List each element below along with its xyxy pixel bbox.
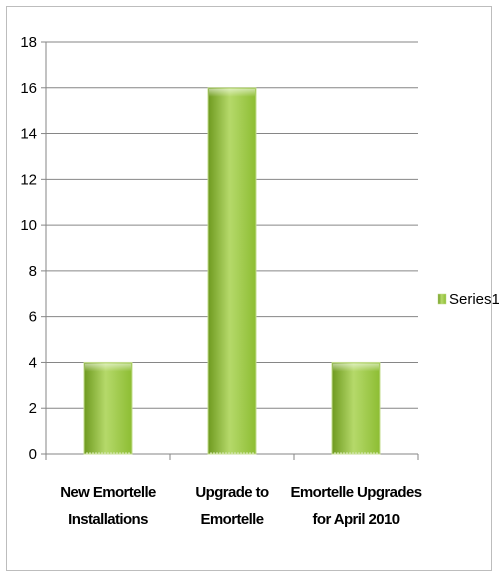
y-tick-label-12: 12 xyxy=(20,171,37,188)
y-tick-label-14: 14 xyxy=(20,126,37,143)
bar-body xyxy=(331,361,381,455)
y-tick-label-10: 10 xyxy=(20,217,37,234)
legend-item-series1: Series1 xyxy=(437,291,499,308)
y-tick-label-0: 0 xyxy=(29,446,37,463)
x-category-label-line: Emortelle Upgrades xyxy=(291,484,422,501)
x-category-label-line: New Emortelle xyxy=(60,484,156,501)
bars xyxy=(83,87,381,455)
y-tick-label-8: 8 xyxy=(29,263,37,280)
bar-body xyxy=(207,87,257,455)
x-category-label-line: Emortelle xyxy=(201,511,264,528)
bar-highlight xyxy=(85,363,131,372)
y-tick-label-18: 18 xyxy=(20,34,37,51)
bar-highlight xyxy=(209,88,255,97)
y-tick-label-2: 2 xyxy=(29,400,37,417)
y-tick-label-4: 4 xyxy=(29,354,37,371)
bar-2 xyxy=(207,87,257,455)
x-category-label-3: Emortelle Upgrades for April 2010 xyxy=(291,484,423,528)
x-category-label-2: Upgrade to Emortelle xyxy=(195,484,269,528)
bar-body xyxy=(83,361,133,455)
legend: Series1 xyxy=(437,291,499,308)
bar-1 xyxy=(83,361,133,455)
x-category-label-line: Installations xyxy=(68,511,148,528)
x-category-label-line: for April 2010 xyxy=(313,511,400,528)
y-tick-label-6: 6 xyxy=(29,309,37,326)
y-tick-label-16: 16 xyxy=(20,80,37,97)
bar-highlight xyxy=(333,363,379,372)
x-category-label-line: Upgrade to xyxy=(195,484,269,501)
legend-label: Series1 xyxy=(449,291,499,308)
bar-3 xyxy=(331,361,381,455)
legend-swatch xyxy=(437,293,447,305)
x-category-label-1: New Emortelle Installations xyxy=(60,484,156,528)
y-tick-labels: 0 2 4 6 8 10 12 14 16 18 xyxy=(20,34,37,463)
x-category-labels: New Emortelle Installations Upgrade to Emor… xyxy=(60,484,423,528)
